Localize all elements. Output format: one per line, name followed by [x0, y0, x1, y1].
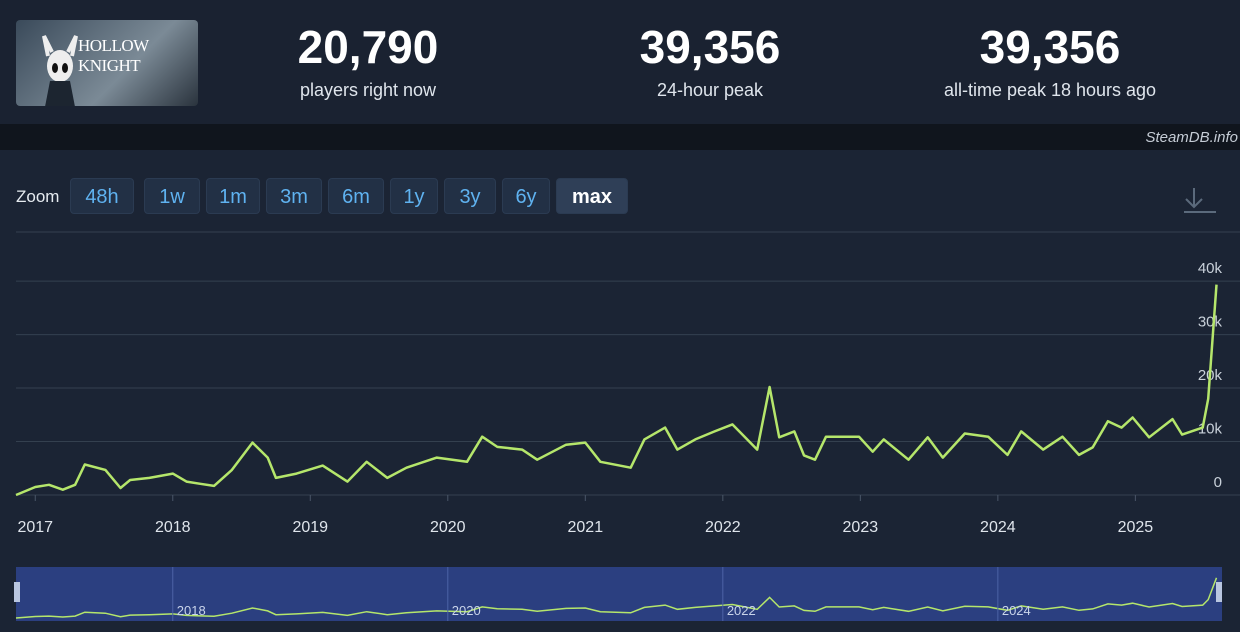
stat: 39,356 all-time peak 18 hours ago: [900, 24, 1200, 101]
player-line: [15, 284, 1218, 497]
x-tick-label: 2023: [843, 519, 879, 536]
zoom-button[interactable]: 1m: [206, 178, 260, 214]
zoom-button[interactable]: 48h: [70, 178, 134, 214]
watermark: SteamDB.info: [1145, 129, 1238, 146]
download-icon[interactable]: [1184, 188, 1216, 213]
knight-icon: [42, 35, 78, 106]
x-tick-label: 2017: [17, 519, 53, 536]
x-tick-label: 2025: [1118, 519, 1154, 536]
game-title: HOLLOW KNIGHT: [78, 36, 149, 75]
navigator-tick-label: 2024: [1002, 603, 1031, 618]
zoom-button[interactable]: 1w: [144, 178, 200, 214]
zoom-button[interactable]: 6y: [502, 178, 550, 214]
stat-label: 24-hour peak: [656, 80, 764, 100]
navigator-tick-label: 2020: [452, 603, 481, 618]
x-tick-label: 2022: [705, 519, 741, 536]
navigator-tick-label: 2022: [727, 603, 756, 618]
zoom-label: Zoom: [16, 187, 60, 206]
navigator-line: [15, 577, 1218, 619]
stat-value: 20,790: [297, 21, 439, 73]
x-tick-label: 2024: [980, 519, 1016, 536]
y-tick-label: 40k: [1198, 260, 1223, 277]
navigator-tick-label: 2018: [177, 603, 206, 618]
y-tick-label: 0: [1214, 474, 1222, 491]
navigator-handle[interactable]: [1216, 582, 1222, 602]
y-tick-label: 30k: [1198, 314, 1223, 331]
stat-value: 39,356: [639, 21, 781, 73]
x-tick-label: 2019: [292, 519, 328, 536]
stat-value: 39,356: [979, 21, 1121, 73]
zoom-button[interactable]: 1y: [390, 178, 438, 214]
x-tick-label: 2020: [430, 519, 466, 536]
x-tick-label: 2018: [155, 519, 191, 536]
stat-label: all-time peak 18 hours ago: [943, 80, 1157, 100]
x-tick-label: 2021: [568, 519, 604, 536]
game-thumbnail[interactable]: HOLLOW KNIGHT: [16, 20, 198, 106]
header: HOLLOW KNIGHT 20,790 players right now 39…: [0, 0, 1240, 124]
navigator-handle[interactable]: [14, 582, 20, 602]
separator: [0, 124, 1240, 150]
zoom-button[interactable]: 3y: [444, 178, 496, 214]
zoom-button[interactable]: 3m: [266, 178, 322, 214]
stat: 20,790 players right now: [218, 24, 518, 101]
stat: 39,356 24-hour peak: [560, 24, 860, 101]
zoom-button[interactable]: 6m: [328, 178, 384, 214]
stat-label: players right now: [299, 80, 437, 100]
zoom-button[interactable]: max: [556, 178, 628, 214]
